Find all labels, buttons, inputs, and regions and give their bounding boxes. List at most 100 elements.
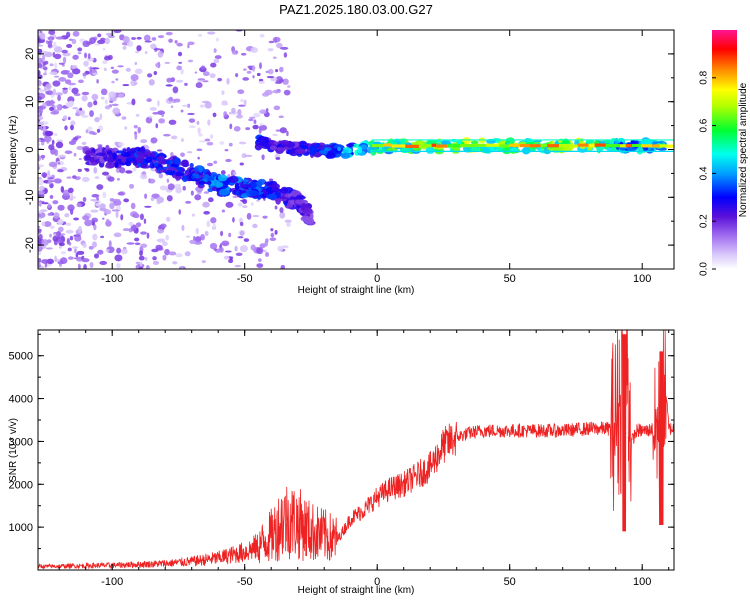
noise-blob xyxy=(115,211,119,218)
spectral-blob xyxy=(585,139,595,144)
noise-blob xyxy=(38,79,42,87)
spectrogram-ylabel: Frequency (Hz) xyxy=(8,116,19,185)
noise-blob xyxy=(148,115,153,119)
noise-blob xyxy=(53,41,57,49)
noise-blob xyxy=(85,168,90,172)
noise-blob xyxy=(74,248,77,254)
noise-blob xyxy=(57,218,64,225)
spectral-blob xyxy=(509,147,519,152)
noise-blob xyxy=(180,68,184,75)
noise-blob xyxy=(100,235,105,239)
noise-blob xyxy=(114,141,118,146)
noise-blob xyxy=(249,116,256,119)
noise-blob xyxy=(136,36,142,40)
noise-blob xyxy=(77,47,83,52)
noise-blob xyxy=(219,246,224,253)
noise-blob xyxy=(148,178,156,184)
noise-blob xyxy=(128,221,134,227)
noise-blob xyxy=(264,89,273,96)
noise-blob xyxy=(71,68,81,75)
noise-blob xyxy=(166,216,171,222)
noise-blob xyxy=(68,38,73,41)
noise-blob xyxy=(78,79,84,84)
noise-blob xyxy=(195,82,203,89)
tone-ridge-segment xyxy=(446,144,461,148)
noise-blob xyxy=(180,152,185,157)
noise-blob xyxy=(81,141,87,145)
noise-blob xyxy=(93,167,98,174)
spectrogram-xlabel: Height of straight line (km) xyxy=(298,285,415,296)
noise-blob xyxy=(144,193,148,199)
noise-blob xyxy=(140,174,148,180)
noise-blob xyxy=(64,125,68,131)
noise-blob xyxy=(81,176,90,183)
noise-blob xyxy=(93,223,97,231)
noise-blob xyxy=(77,226,82,233)
noise-blob xyxy=(111,80,115,84)
noise-blob xyxy=(239,162,244,166)
spectral-blob xyxy=(198,165,204,173)
spectral-blob xyxy=(198,180,206,185)
noise-blob xyxy=(53,212,60,219)
spectrogram-ytick-label: -10 xyxy=(24,189,36,205)
noise-blob xyxy=(229,257,233,261)
noise-blob xyxy=(130,202,136,210)
noise-blob xyxy=(58,77,67,82)
noise-blob xyxy=(174,40,178,44)
noise-blob xyxy=(283,89,291,96)
noise-blob xyxy=(274,37,278,44)
noise-blob xyxy=(157,228,164,234)
noise-blob xyxy=(47,41,53,48)
noise-blob xyxy=(160,223,167,229)
noise-blob xyxy=(200,234,205,241)
noise-blob xyxy=(41,172,48,178)
noise-blob xyxy=(100,37,106,42)
noise-blob xyxy=(223,255,230,260)
snr-xtick-label: 100 xyxy=(633,576,651,588)
noise-blob xyxy=(43,125,46,132)
noise-blob xyxy=(252,223,258,229)
noise-blob xyxy=(67,187,74,194)
noise-blob xyxy=(153,71,158,76)
noise-blob xyxy=(151,248,159,253)
noise-blob xyxy=(119,167,126,174)
spectral-blob xyxy=(295,148,306,155)
noise-blob xyxy=(76,250,85,255)
noise-blob xyxy=(38,96,43,101)
noise-blob xyxy=(130,74,139,82)
noise-blob xyxy=(102,191,107,199)
snr-xtick-label: 0 xyxy=(374,576,380,588)
noise-blob xyxy=(258,78,264,82)
noise-blob xyxy=(91,209,96,213)
noise-blob xyxy=(41,141,45,146)
noise-blob xyxy=(95,203,101,206)
noise-blob xyxy=(73,152,77,157)
noise-blob xyxy=(66,176,72,179)
noise-blob xyxy=(259,33,265,38)
noise-blob xyxy=(143,218,147,224)
noise-blob xyxy=(107,176,115,182)
noise-blob xyxy=(114,254,123,262)
noise-blob xyxy=(112,200,118,203)
noise-blob xyxy=(220,170,226,175)
tone-ridge-segment xyxy=(605,143,620,148)
noise-blob xyxy=(40,51,49,54)
noise-blob xyxy=(259,109,267,115)
tone-ridge-segment xyxy=(594,143,606,147)
noise-blob xyxy=(220,230,224,237)
noise-blob xyxy=(77,52,82,55)
noise-blob xyxy=(256,72,261,77)
noise-blob xyxy=(197,78,206,81)
noise-blob xyxy=(57,154,66,158)
spectral-blob xyxy=(461,137,471,145)
noise-blob xyxy=(272,133,278,137)
noise-blob xyxy=(246,70,252,74)
noise-blob xyxy=(54,75,60,78)
noise-blob xyxy=(43,221,52,227)
spectral-blob xyxy=(173,157,181,165)
spectral-blob xyxy=(269,145,277,151)
spectral-blob xyxy=(165,169,176,175)
noise-blob xyxy=(243,238,250,242)
tone-ridge-segment xyxy=(473,143,487,147)
noise-blob xyxy=(199,104,205,108)
